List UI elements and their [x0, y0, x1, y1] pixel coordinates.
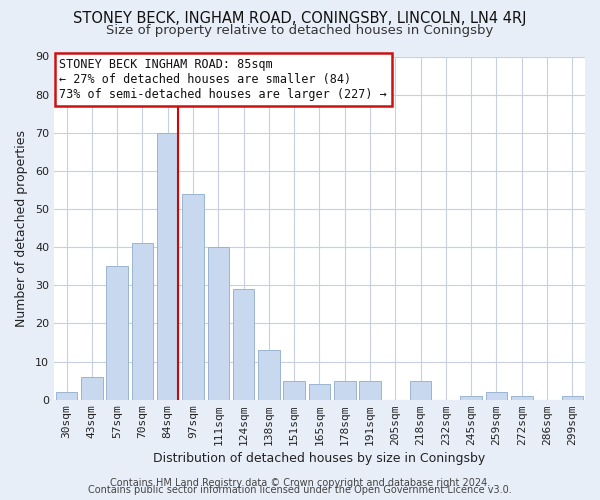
Bar [131, 244, 153, 400]
Bar [486, 392, 507, 400]
X-axis label: Distribution of detached houses by size in Coningsby: Distribution of detached houses by size … [154, 452, 485, 465]
Bar [460, 396, 482, 400]
Bar [283, 380, 305, 400]
Bar [410, 380, 431, 400]
Bar [309, 384, 330, 400]
Bar [157, 133, 178, 400]
Bar [334, 380, 356, 400]
Text: Contains HM Land Registry data © Crown copyright and database right 2024.: Contains HM Land Registry data © Crown c… [110, 478, 490, 488]
Bar [106, 266, 128, 400]
Bar [182, 194, 204, 400]
Bar [562, 396, 583, 400]
Bar [208, 247, 229, 400]
Bar [233, 289, 254, 400]
Bar [511, 396, 533, 400]
Text: STONEY BECK INGHAM ROAD: 85sqm
← 27% of detached houses are smaller (84)
73% of : STONEY BECK INGHAM ROAD: 85sqm ← 27% of … [59, 58, 387, 101]
Bar [359, 380, 381, 400]
Y-axis label: Number of detached properties: Number of detached properties [15, 130, 28, 326]
Bar [56, 392, 77, 400]
Text: Size of property relative to detached houses in Coningsby: Size of property relative to detached ho… [106, 24, 494, 37]
Bar [258, 350, 280, 400]
Text: STONEY BECK, INGHAM ROAD, CONINGSBY, LINCOLN, LN4 4RJ: STONEY BECK, INGHAM ROAD, CONINGSBY, LIN… [73, 11, 527, 26]
Bar [81, 377, 103, 400]
Text: Contains public sector information licensed under the Open Government Licence v3: Contains public sector information licen… [88, 485, 512, 495]
